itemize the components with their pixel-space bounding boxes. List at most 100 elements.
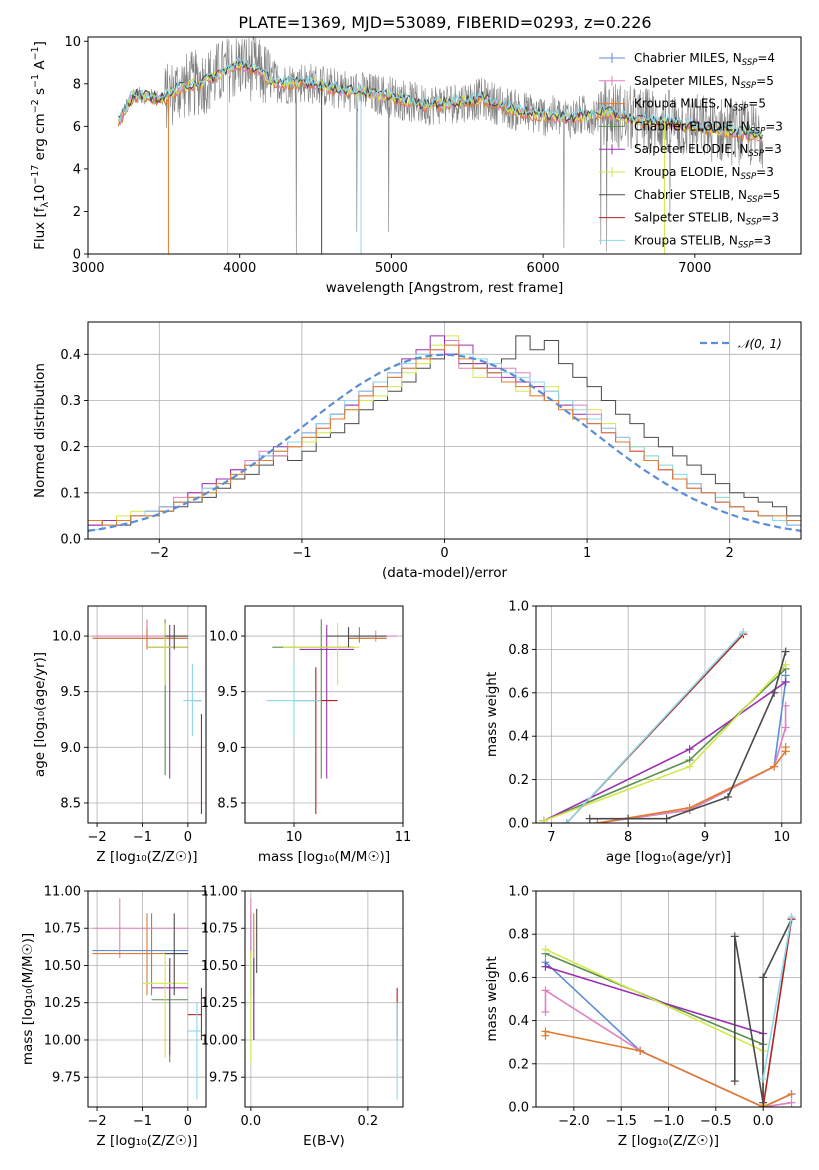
y-axis-label-part: erg cm xyxy=(32,113,48,164)
y-axis-label-part: −17 xyxy=(30,165,41,185)
legend-label-post: =5 xyxy=(756,74,774,88)
x-tick-label: 6000 xyxy=(527,261,560,276)
y-tick-label: 9.5 xyxy=(217,685,238,700)
y-tick-label: 8.5 xyxy=(60,796,81,811)
y-axis-label: mass weight xyxy=(484,956,500,1041)
mass-weight-line xyxy=(543,668,787,822)
y-tick-label: 6 xyxy=(73,120,81,135)
x-tick-label: −2 xyxy=(87,1114,106,1129)
x-tick-label: −1.0 xyxy=(653,1114,685,1129)
x-tick-label: 10 xyxy=(774,830,791,845)
mass-weight-line xyxy=(762,918,793,1107)
y-axis-label-part: Flux [f xyxy=(32,206,48,250)
legend-label-sub: SSP xyxy=(747,195,763,205)
y-tick-label: 4 xyxy=(73,162,81,177)
mass-weight-vs-age-panel: 7 8 9 10 0.0 0.2 0.4 0.6 0.8 1.0 age [log₁₀(age/yr… xyxy=(484,600,802,865)
y-tick-label: 0 xyxy=(73,248,81,263)
x-tick-label: 0.2 xyxy=(358,1114,379,1129)
legend-label-post: =4 xyxy=(757,51,775,65)
legend-label-post: =5 xyxy=(763,188,781,202)
x-tick-label: −2.0 xyxy=(558,1114,590,1129)
y-tick-label: 0.8 xyxy=(508,643,529,658)
x-tick-label: −0.5 xyxy=(700,1114,732,1129)
y-axis-label: Normed distribution xyxy=(32,363,48,498)
residuals-panel: −2 −1 0 1 2 0.0 0.1 0.2 0.3 0.4 (data-model)/error… xyxy=(32,321,802,581)
x-tick-label: 4000 xyxy=(223,261,256,276)
y-tick-label: 0.0 xyxy=(508,817,529,832)
legend-label-text: Kroupa ELODIE, N xyxy=(634,165,741,179)
x-tick-label: −1.5 xyxy=(605,1114,637,1129)
x-tick-label: 0.0 xyxy=(241,1114,262,1129)
legend-label-sub: SSP xyxy=(742,58,758,68)
y-tick-label: 0.8 xyxy=(508,928,529,943)
x-tick-label: 9 xyxy=(701,830,709,845)
x-tick-label: 7 xyxy=(547,830,555,845)
y-tick-label: 8.5 xyxy=(217,796,238,811)
legend-label-text: Chabrier MILES, N xyxy=(634,51,742,65)
y-axis-label: age [log₁₀(age/yr)] xyxy=(32,652,48,777)
legend-label: Kroupa ELODIE, NSSP=3 xyxy=(634,165,774,182)
y-axis-label-part: s xyxy=(32,88,48,99)
x-tick-label: −1 xyxy=(292,546,311,561)
y-tick-label: 11.00 xyxy=(44,885,81,900)
x-tick-label: 10 xyxy=(286,830,303,845)
x-tick-label: 5000 xyxy=(375,261,408,276)
y-tick-label: 0.2 xyxy=(60,440,81,455)
y-tick-label: 9.0 xyxy=(60,741,81,756)
legend-label: Kroupa STELIB, NSSP=3 xyxy=(634,233,771,250)
y-tick-label: 10 xyxy=(64,35,81,50)
legend-label: Chabrier STELIB, NSSP=5 xyxy=(634,188,780,205)
y-tick-label: 10.75 xyxy=(44,922,81,937)
legend-label: Chabrier MILES, NSSP=4 xyxy=(634,51,775,68)
legend-label: Salpeter MILES, NSSP=5 xyxy=(634,74,774,91)
y-tick-label: 1.0 xyxy=(508,885,529,900)
histogram-step-series xyxy=(88,344,801,526)
mass-weight-line xyxy=(543,664,787,822)
residuals-plot-area xyxy=(88,335,801,532)
y-axis-label-part: −2 xyxy=(30,99,41,113)
mass-vs-EBV-panel: 0.0 0.2 9.75 10.00 10.25 10.50 10.75 11.00 E(B-V… xyxy=(201,885,404,1149)
x-axis-label: Z [log₁₀(Z/Z☉)] xyxy=(96,1133,197,1149)
y-tick-label: 10.25 xyxy=(44,996,81,1011)
spectrum-model-line xyxy=(117,60,764,140)
y-tick-label: 0.2 xyxy=(508,773,529,788)
y-tick-label: 0.2 xyxy=(508,1057,529,1072)
y-tick-label: 11.00 xyxy=(201,885,238,900)
legend-label-sub: SSP xyxy=(746,218,762,228)
legend-label: 𝒩(0, 1) xyxy=(738,337,782,351)
y-tick-label: 0.4 xyxy=(508,1014,529,1029)
legend-label-post: =3 xyxy=(764,142,782,156)
legend-label-text: Kroupa MILES, N xyxy=(634,97,733,111)
spectrum-plot-area xyxy=(117,37,764,254)
y-tick-label: 0.4 xyxy=(60,348,81,363)
y-axis-label-part: λ xyxy=(40,202,51,208)
y-tick-label: 10.0 xyxy=(209,630,238,645)
x-tick-label: −1 xyxy=(133,1114,152,1129)
y-tick-label: 0.3 xyxy=(60,394,81,409)
y-axis-label: Flux [fλ10−17 erg cm−2 s−1 A−1] xyxy=(30,41,51,250)
y-tick-label: 9.5 xyxy=(60,685,81,700)
y-tick-label: 10.00 xyxy=(44,1033,81,1048)
x-tick-label: 8 xyxy=(624,830,632,845)
axes-frame xyxy=(535,605,802,824)
x-tick-label: 11 xyxy=(395,830,412,845)
axes-frame xyxy=(87,321,802,540)
legend-label-sub: SSP xyxy=(738,240,754,250)
y-tick-label: 1.0 xyxy=(508,600,529,615)
y-tick-label: 10.50 xyxy=(201,959,238,974)
x-tick-label: −2 xyxy=(87,830,106,845)
age-vs-Z-plot-area xyxy=(92,619,203,815)
axes-frame xyxy=(87,36,802,255)
x-tick-label: 3000 xyxy=(71,261,104,276)
axes-frame xyxy=(87,605,207,824)
legend-label: Salpeter STELIB, NSSP=3 xyxy=(634,211,779,228)
x-axis-label: age [log₁₀(age/yr)] xyxy=(606,849,731,865)
y-axis-label-part: ] xyxy=(32,41,48,46)
y-tick-label: 0.4 xyxy=(508,730,529,745)
y-tick-label: 0.6 xyxy=(508,686,529,701)
legend-label-post: =3 xyxy=(754,233,772,247)
mass-weight-vs-Z-panel: −2.0 −1.5 −1.0 −0.5 0.0 0.0 0.2 0.4 0.6 0.8 1.0 Z [… xyxy=(484,885,802,1149)
x-tick-label: 7000 xyxy=(678,261,711,276)
